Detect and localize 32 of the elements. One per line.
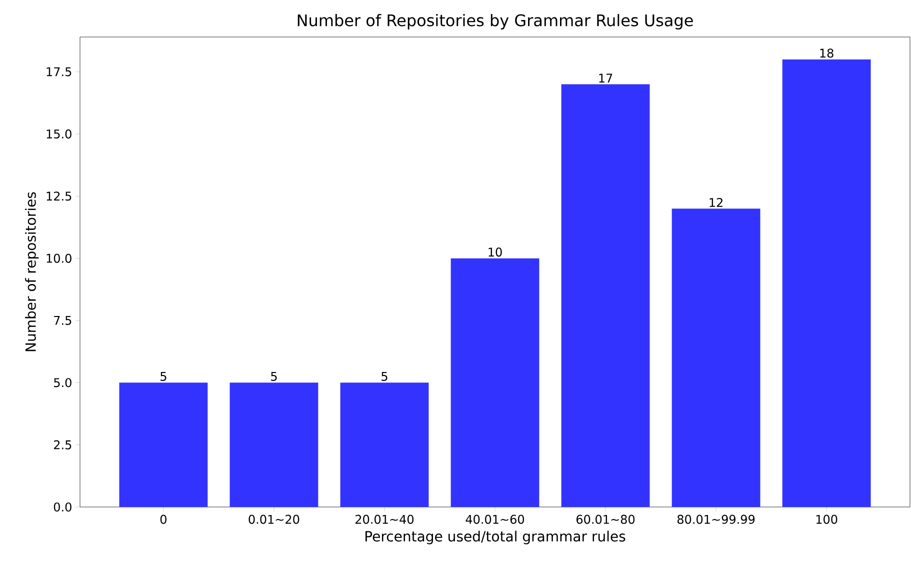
data-label: 5 xyxy=(271,372,277,381)
x-tick-label: 80.01~99.99 xyxy=(677,514,755,524)
x-tick-label: 0.01~20 xyxy=(248,514,300,524)
chart-title: Number of Repositories by Grammar Rules Usage xyxy=(298,14,693,30)
bar xyxy=(561,84,650,507)
y-tick-label: 15.0 xyxy=(46,129,72,139)
y-tick-label: 2.5 xyxy=(54,440,72,450)
y-tick-label: 10.0 xyxy=(46,254,72,263)
y-axis-title: Number of repositories xyxy=(25,192,39,352)
x-tick-label: 60.01~80 xyxy=(576,514,635,524)
bar xyxy=(119,382,208,507)
bar xyxy=(782,59,871,507)
x-tick-label: 20.01~40 xyxy=(356,514,414,524)
y-tick-label: 5.0 xyxy=(54,378,72,388)
x-tick-label: 0 xyxy=(160,514,166,524)
y-tick-label: 12.5 xyxy=(46,192,72,201)
data-label: 5 xyxy=(160,372,166,381)
data-label: 17 xyxy=(599,74,612,83)
bar xyxy=(672,208,760,507)
data-label: 10 xyxy=(488,248,502,257)
data-label: 12 xyxy=(710,198,722,207)
y-tick-label: 7.5 xyxy=(54,316,72,325)
bar xyxy=(230,382,318,507)
x-axis-title: Percentage used/total grammar rules xyxy=(366,530,626,544)
bar xyxy=(340,382,429,507)
x-tick-label: 40.01~60 xyxy=(466,514,524,524)
y-tick-label: 0.0 xyxy=(54,502,72,512)
data-label: 18 xyxy=(820,48,834,58)
data-label: 5 xyxy=(382,372,388,381)
bar xyxy=(450,258,540,507)
x-tick-label: 100 xyxy=(816,514,838,524)
y-tick-label: 17.5 xyxy=(46,67,72,76)
